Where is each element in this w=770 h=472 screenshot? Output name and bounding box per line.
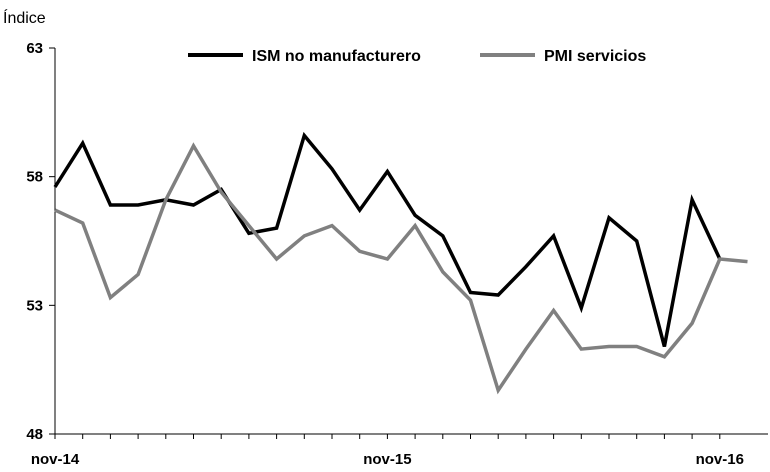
series-line-ism xyxy=(53,131,722,347)
y-axis-label: Índice xyxy=(3,8,46,27)
x-tick-label: nov-14 xyxy=(31,451,80,468)
x-axis: nov-14 nov-15 nov-16 xyxy=(31,433,768,468)
y-tick-label: 58 xyxy=(26,169,43,186)
legend: ISM no manufacturero PMI servicios xyxy=(188,48,646,65)
legend-label-ism: ISM no manufacturero xyxy=(252,48,421,65)
legend-label-pmi: PMI servicios xyxy=(544,48,646,65)
y-axis: 48 53 58 63 xyxy=(26,40,56,443)
series-layer xyxy=(53,131,748,395)
y-tick-label: 63 xyxy=(26,40,43,57)
x-tick-label: nov-16 xyxy=(696,451,744,468)
series-line-pmi xyxy=(54,142,748,395)
y-tick-label: 48 xyxy=(26,426,43,443)
x-tick-label: nov-15 xyxy=(363,451,411,468)
y-tick-label: 53 xyxy=(26,297,43,314)
